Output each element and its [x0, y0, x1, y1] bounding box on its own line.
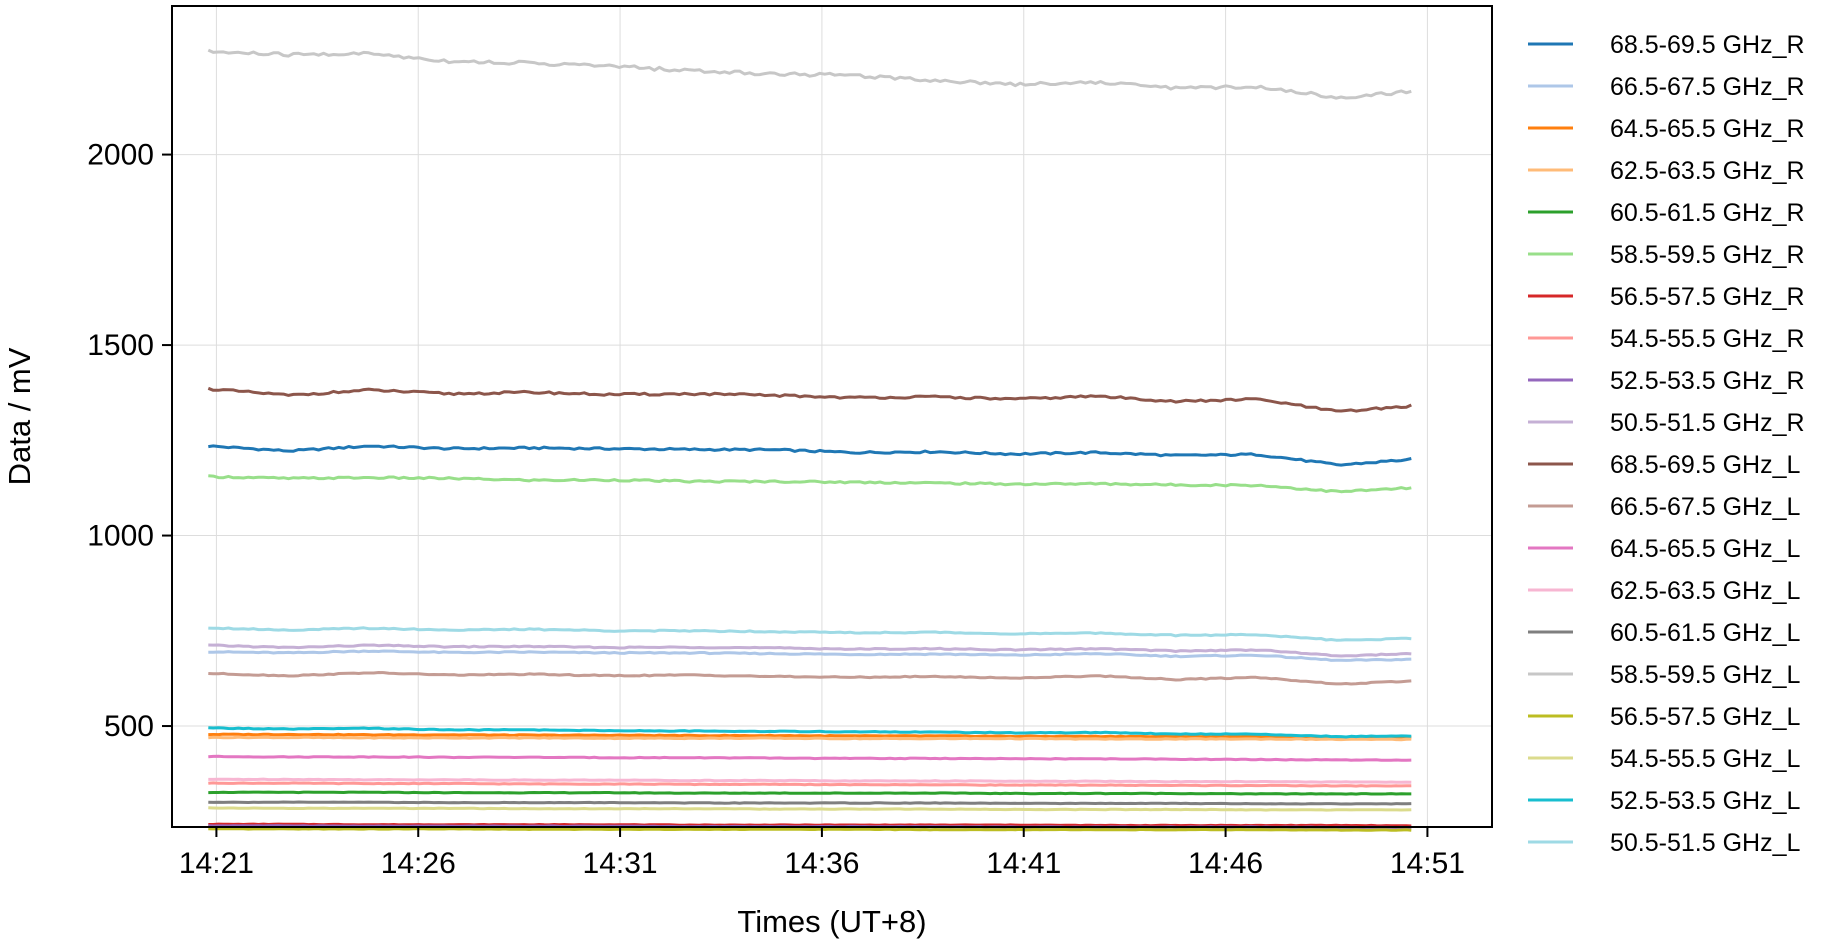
x-tick-label: 14:51 [1390, 847, 1465, 880]
legend-label: 60.5-61.5 GHz_L [1610, 619, 1800, 647]
x-tick-label: 14:41 [986, 847, 1061, 880]
series-lines [207, 48, 1412, 832]
series-line [208, 827, 1412, 832]
legend-label: 56.5-57.5 GHz_R [1610, 283, 1805, 311]
legend-label: 54.5-55.5 GHz_L [1610, 745, 1800, 773]
legend: 68.5-69.5 GHz_R 66.5-67.5 GHz_R 64.5-65.5 … [1528, 31, 1805, 857]
series-line [208, 790, 1412, 796]
series-line [208, 474, 1412, 494]
series-line [208, 735, 1412, 742]
series-line [208, 671, 1412, 686]
legend-label: 52.5-53.5 GHz_R [1610, 367, 1805, 395]
legend-label: 54.5-55.5 GHz_R [1610, 325, 1805, 353]
x-tick-label: 14:46 [1188, 847, 1263, 880]
x-tick-label: 14:31 [583, 847, 658, 880]
legend-label: 64.5-65.5 GHz_R [1610, 115, 1805, 143]
legend-label: 52.5-53.5 GHz_L [1610, 787, 1800, 815]
legend-label: 60.5-61.5 GHz_R [1610, 199, 1805, 227]
series-line [208, 777, 1412, 784]
legend-label: 62.5-63.5 GHz_R [1610, 157, 1805, 185]
y-tick-label: 1500 [87, 329, 154, 362]
legend-label: 62.5-63.5 GHz_L [1610, 577, 1800, 605]
axis-ticks: 14:21 14:26 14:31 14:36 14:41 14:46 14:51 500 10… [87, 139, 1465, 880]
series-line [208, 626, 1412, 642]
legend-label: 56.5-57.5 GHz_L [1610, 703, 1800, 731]
legend-label: 66.5-67.5 GHz_L [1610, 493, 1800, 521]
series-line [208, 649, 1412, 662]
legend-label: 50.5-51.5 GHz_R [1610, 409, 1805, 437]
x-tick-label: 14:36 [784, 847, 859, 880]
series-line [208, 444, 1412, 467]
series-line [208, 726, 1412, 739]
series-line [208, 754, 1412, 762]
y-tick-label: 1000 [87, 520, 154, 553]
legend-label: 68.5-69.5 GHz_R [1610, 31, 1805, 59]
legend-label: 68.5-69.5 GHz_L [1610, 451, 1800, 479]
series-line [208, 732, 1412, 740]
series-line [208, 806, 1412, 812]
series-line [208, 800, 1412, 806]
y-axis-title: Data / mV [2, 347, 37, 485]
legend-label: 66.5-67.5 GHz_R [1610, 73, 1805, 101]
series-line [207, 48, 1412, 100]
legend-label: 50.5-51.5 GHz_L [1610, 829, 1800, 857]
series-line [208, 643, 1412, 658]
series-line [208, 781, 1412, 788]
x-tick-label: 14:26 [381, 847, 456, 880]
y-tick-label: 500 [104, 710, 154, 743]
legend-label: 58.5-59.5 GHz_R [1610, 241, 1805, 269]
legend-label: 58.5-59.5 GHz_L [1610, 661, 1800, 689]
y-tick-label: 2000 [87, 139, 154, 172]
plot-frame [171, 5, 1493, 828]
grid-lines [172, 6, 1492, 827]
x-axis-title: Times (UT+8) [737, 904, 926, 939]
x-tick-label: 14:21 [179, 847, 254, 880]
legend-label: 64.5-65.5 GHz_L [1610, 535, 1800, 563]
series-line [207, 386, 1412, 413]
